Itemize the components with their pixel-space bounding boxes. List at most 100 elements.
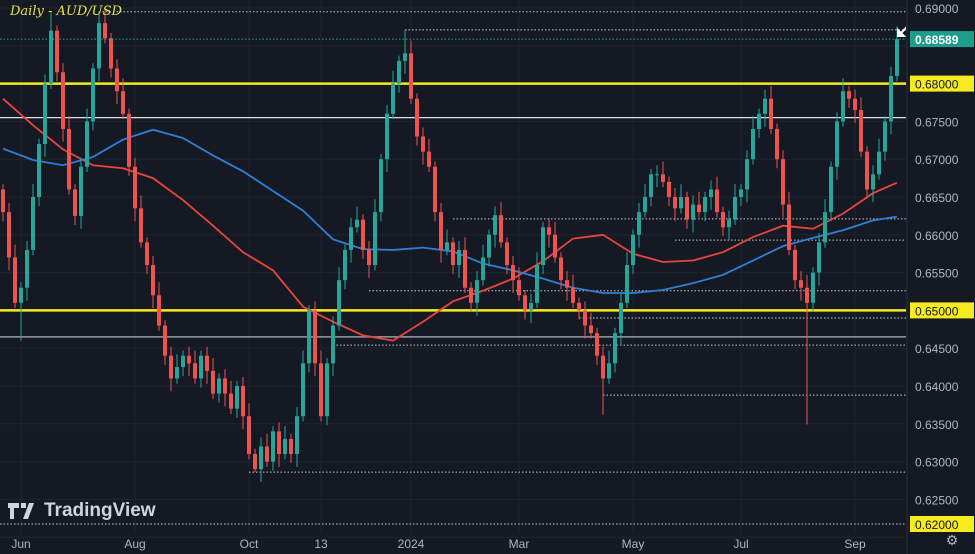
- candle-body: [385, 113, 389, 160]
- candle-body: [619, 302, 623, 334]
- candle-body: [505, 242, 509, 266]
- candle-body: [19, 287, 23, 303]
- candle-body: [889, 76, 893, 122]
- candle-body: [169, 355, 173, 379]
- moving-average-line: [2, 128, 898, 294]
- candle-body: [721, 212, 725, 228]
- x-tick-label: Aug: [124, 537, 145, 551]
- candle-body: [379, 159, 383, 213]
- candle-body: [79, 166, 83, 216]
- candle-body: [355, 219, 359, 228]
- candle-body: [61, 72, 65, 129]
- candle-body: [679, 197, 683, 209]
- candle-body: [427, 151, 431, 167]
- candle-body: [661, 174, 665, 182]
- candle-body: [67, 128, 71, 190]
- candle-body: [775, 128, 779, 160]
- price-label: 0.68000: [915, 78, 959, 92]
- candle-body: [301, 363, 305, 417]
- candle-body: [151, 265, 155, 296]
- candle-body: [883, 121, 887, 152]
- tradingview-logo[interactable]: TradingView: [8, 500, 156, 522]
- candle-body: [865, 151, 869, 190]
- moving-average-line: [2, 98, 898, 342]
- candle-body: [127, 113, 131, 167]
- candle-body: [589, 325, 593, 334]
- candle-body: [85, 121, 89, 167]
- candle-body: [193, 363, 197, 379]
- candle-body: [187, 355, 191, 364]
- candle-body: [739, 189, 743, 197]
- candle-body: [685, 197, 689, 220]
- candle-body: [31, 197, 35, 250]
- candle-body: [745, 159, 749, 190]
- candle-body: [547, 227, 551, 235]
- last-price-label: 0.68589: [915, 33, 959, 47]
- candle-body: [667, 181, 671, 197]
- candle-body: [415, 98, 419, 137]
- candle-body: [559, 257, 563, 281]
- candle-body: [241, 386, 245, 417]
- candle-body: [373, 212, 377, 266]
- y-tick-label: 0.66500: [915, 191, 959, 205]
- candle-body: [529, 302, 533, 311]
- candle-body: [307, 310, 311, 364]
- candle-body: [283, 438, 287, 455]
- candle-body: [325, 363, 329, 417]
- candle-body: [253, 454, 257, 470]
- candle-body: [91, 68, 95, 122]
- candle-body: [595, 333, 599, 356]
- price-label-badge: [910, 516, 974, 532]
- candle-body: [463, 249, 467, 288]
- candle-body: [259, 446, 263, 470]
- candle-body: [337, 280, 341, 326]
- candle-body: [487, 234, 491, 258]
- x-tick-label: 13: [314, 537, 328, 551]
- candle-body: [367, 249, 371, 266]
- candle-body: [457, 249, 461, 266]
- candle-body: [235, 386, 239, 409]
- y-tick-label: 0.67500: [915, 115, 959, 129]
- candle-body: [697, 204, 701, 213]
- candle-body: [217, 378, 221, 394]
- candle-body: [277, 431, 281, 455]
- candle-body: [553, 234, 557, 258]
- price-label-badge: [910, 75, 974, 92]
- gear-icon[interactable]: ⚙: [945, 532, 959, 548]
- candle-body: [361, 219, 365, 250]
- candle-body: [769, 98, 773, 129]
- candle-body: [175, 367, 179, 379]
- candle-body: [895, 39, 899, 77]
- candle-body: [223, 378, 227, 394]
- candle-body: [271, 431, 275, 462]
- candle-body: [835, 121, 839, 167]
- candle-body: [433, 166, 437, 213]
- candle-body: [607, 363, 611, 379]
- candle-body: [565, 280, 569, 288]
- x-tick-label: 2024: [398, 537, 425, 551]
- candle-body: [793, 249, 797, 281]
- y-tick-label: 0.62500: [915, 493, 959, 507]
- candle-body: [37, 144, 41, 197]
- candle-body: [625, 265, 629, 303]
- candle-body: [331, 325, 335, 364]
- candle-body: [493, 215, 497, 235]
- y-tick-label: 0.65500: [915, 267, 959, 281]
- candle-body: [181, 355, 185, 368]
- x-tick-label: Jun: [11, 537, 30, 551]
- candle-body: [103, 23, 107, 39]
- candle-body: [109, 38, 113, 69]
- candle-body: [115, 68, 119, 92]
- price-label: 0.65000: [915, 304, 959, 318]
- candle-body: [247, 416, 251, 455]
- y-tick-label: 0.63000: [915, 456, 959, 470]
- y-tick-label: 0.69000: [915, 2, 959, 16]
- candle-body: [295, 416, 299, 455]
- candle-body: [145, 242, 149, 266]
- candle-body: [637, 212, 641, 235]
- candle-body: [523, 295, 527, 311]
- x-tick-label: Jul: [733, 537, 748, 551]
- candle-body: [817, 242, 821, 273]
